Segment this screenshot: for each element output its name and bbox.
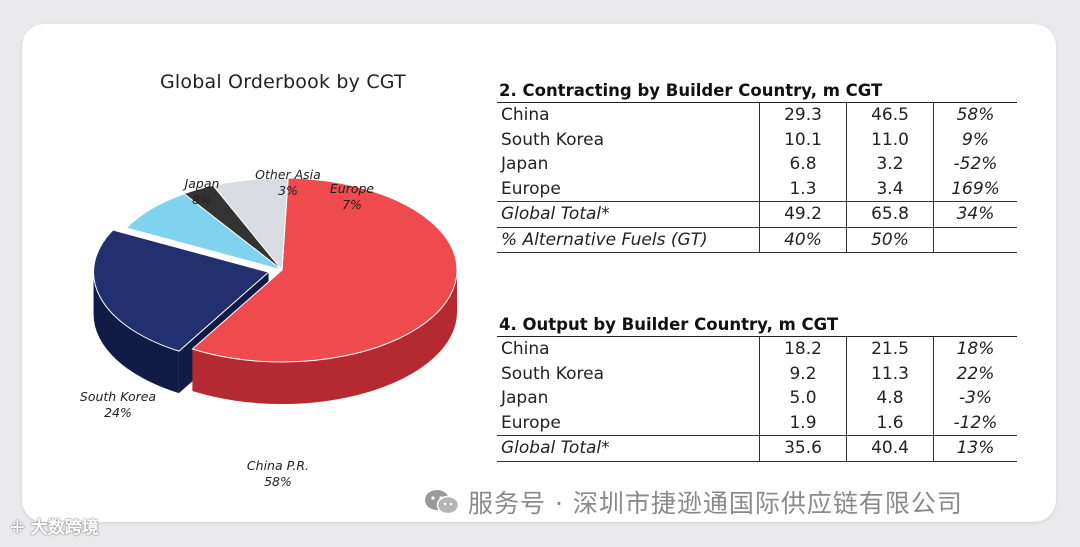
pie-slice-europe [212,177,289,272]
table-row: South Korea 10.1 11.0 9% [497,127,1017,152]
row-label: Global Total* [497,201,760,227]
cell-value: 18.2 [759,337,847,362]
table-row-total: Global Total* 35.6 40.4 13% [497,435,1017,462]
cell-value: 49.2 [759,201,847,227]
table-row: China 29.3 46.5 58% [497,103,1017,128]
pie-side-china-p-r [192,270,457,404]
watermark-logo-icon: ꔰ [10,518,31,538]
cell-value: 10.1 [759,127,847,152]
row-label: Global Total* [497,435,760,462]
row-label: Europe [501,178,561,199]
footer-text: 服务号 · 深圳市捷逊通国际供应链有限公司 [468,489,963,518]
cell-value: 40% [759,226,847,253]
pie-slice-south-korea [93,229,270,352]
cell-value: 5.0 [759,386,847,411]
wechat-icon [425,490,460,515]
cell-value: 9.2 [759,361,847,386]
table-row: China 18.2 21.5 18% [497,337,1017,362]
cell-change: -3% [933,386,1017,411]
table-row: Japan 6.8 3.2 -52% [497,152,1017,177]
table-row: Japan 5.0 4.8 -3% [497,386,1017,411]
pie-label-japan: Japan 8% [184,176,220,207]
output-table: 4. Output by Builder Country, m CGT Chin… [497,314,1017,462]
cell-value: 11.0 [846,127,934,152]
contracting-table-title: 2. Contracting by Builder Country, m CGT [497,80,1017,103]
pie-label-south-korea: South Korea 24% [79,389,157,420]
cell-value: 6.8 [759,152,847,177]
pie-slice-china-p-r [191,177,458,363]
cell-change: 9% [933,127,1017,152]
cell-change [933,226,1017,253]
cell-value: 11.3 [846,361,934,386]
table-row: Europe 1.9 1.6 -12% [497,410,1017,436]
footer-service-account: 服务号 · 深圳市捷逊通国际供应链有限公司 [424,484,963,520]
pie-chart-title: Global Orderbook by CGT [160,71,406,93]
cell-value: 1.6 [846,410,934,436]
row-label: South Korea [501,363,605,384]
cell-value: 1.9 [759,410,847,436]
cell-change: 169% [933,176,1017,202]
cell-value: 40.4 [846,435,934,462]
cell-value: 50% [846,226,934,253]
cell-value: 4.8 [846,386,934,411]
cell-change: -12% [933,410,1017,436]
cell-value: 46.5 [846,103,934,128]
cell-change: -52% [933,152,1017,177]
row-label: China [501,339,550,360]
cell-value: 1.3 [759,176,847,202]
cell-value: 35.6 [759,435,847,462]
cell-value: 65.8 [846,201,934,227]
row-label: % Alternative Fuels (GT) [497,226,760,253]
contracting-table: 2. Contracting by Builder Country, m CGT… [497,80,1017,253]
cell-change: 34% [933,201,1017,227]
cell-value: 3.4 [846,176,934,202]
cell-change: 18% [933,337,1017,362]
cell-value: 29.3 [759,103,847,128]
cell-change: 58% [933,103,1017,128]
cell-value: 21.5 [846,337,934,362]
table-row: Europe 1.3 3.4 169% [497,176,1017,202]
table-row: South Korea 9.2 11.3 22% [497,361,1017,386]
orderbook-pie-chart [93,177,458,404]
watermark: ꔰ 大数跨境 [10,513,99,538]
table-row-alt-fuels: % Alternative Fuels (GT) 40% 50% [497,226,1017,253]
row-label: South Korea [501,129,605,150]
pie-label-other-asia: Other Asia 3% [255,167,321,198]
cell-value: 3.2 [846,152,934,177]
table-row-total: Global Total* 49.2 65.8 34% [497,201,1017,227]
row-label: China [501,105,550,126]
watermark-text: 大数跨境 [30,518,99,538]
pie-label-europe: Europe 7% [329,181,375,212]
cell-change: 13% [933,435,1017,462]
pie-label-china: China P.R. 58% [246,458,310,489]
row-label: Japan [501,388,549,409]
row-label: Europe [501,412,561,433]
cell-change: 22% [933,361,1017,386]
row-label: Japan [501,154,549,175]
output-table-title: 4. Output by Builder Country, m CGT [497,314,1017,337]
